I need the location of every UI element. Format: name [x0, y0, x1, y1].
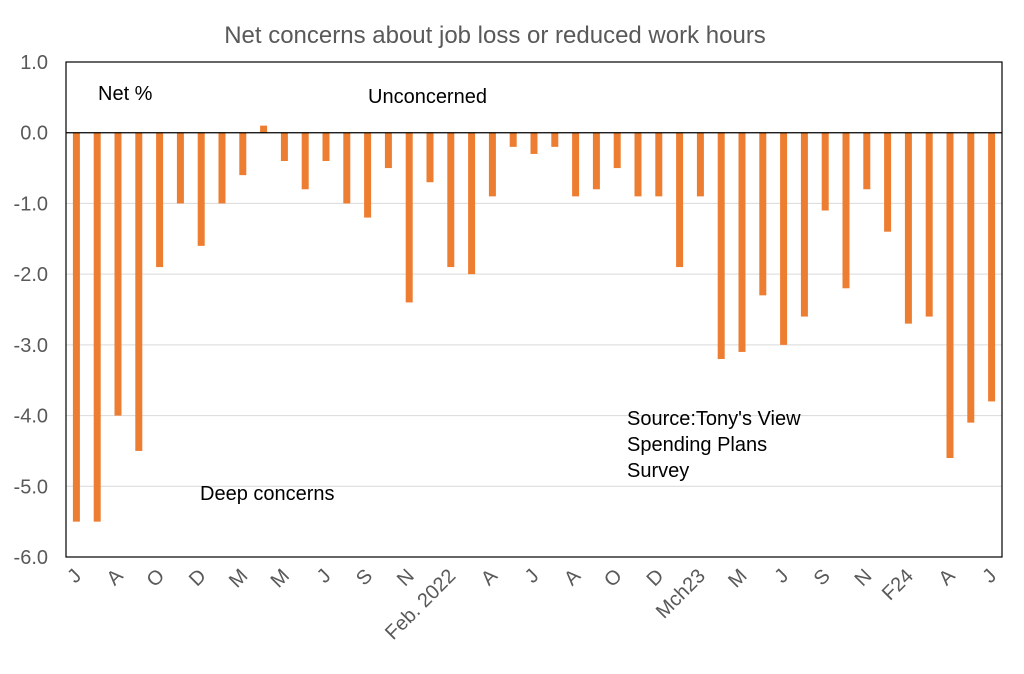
x-tick-label: A: [477, 565, 502, 590]
bar: [197, 132, 205, 246]
bar: [800, 132, 808, 317]
x-tick-label: J: [771, 565, 794, 588]
bar: [301, 132, 309, 190]
bar: [946, 132, 954, 458]
x-tick-label: A: [935, 565, 960, 590]
y-tick-label: -4.0: [14, 406, 48, 428]
x-tick-label: A: [560, 565, 585, 590]
annotation-source-line-1: Source:Tony's View: [627, 408, 801, 430]
x-tick-label: D: [185, 565, 211, 591]
bar: [426, 132, 434, 183]
bar: [488, 132, 496, 197]
bar: [280, 132, 288, 161]
bar: [343, 132, 351, 204]
x-tick-label: Feb. 2022: [381, 565, 460, 644]
x-tick-label: N: [393, 565, 419, 591]
bar: [925, 132, 933, 317]
bar: [780, 132, 788, 345]
x-tick-label: A: [103, 565, 128, 590]
y-tick-label: -1.0: [14, 193, 48, 215]
bar: [634, 132, 642, 197]
x-tick-label: J: [313, 565, 336, 588]
bar: [156, 132, 164, 268]
y-tick-label: 1.0: [20, 52, 48, 74]
bar: [384, 132, 392, 169]
bar: [509, 132, 517, 147]
bar: [93, 132, 101, 522]
bar: [135, 132, 143, 451]
bar: [447, 132, 455, 268]
bar: [176, 132, 184, 204]
bar: [696, 132, 704, 197]
bar: [821, 132, 829, 211]
bar: [530, 132, 538, 154]
x-tick-label: S: [352, 565, 377, 590]
x-tick-label: J: [521, 565, 544, 588]
y-axis-tick-labels: -6.0 -5.0 -4.0 -3.0 -2.0 -1.0 0.0 1.0: [14, 52, 48, 569]
bar: [551, 132, 559, 147]
bar: [988, 132, 996, 402]
bar: [717, 132, 725, 359]
x-tick-label: D: [643, 565, 669, 591]
x-tick-label: J: [979, 565, 1002, 588]
bar: [676, 132, 684, 268]
chart-title: Net concerns about job loss or reduced w…: [224, 22, 766, 49]
bar: [613, 132, 621, 169]
x-tick-label: N: [851, 565, 877, 591]
y-tick-label: -6.0: [14, 547, 48, 569]
x-tick-label: S: [810, 565, 835, 590]
x-tick-label: J: [63, 565, 86, 588]
y-tick-label: -3.0: [14, 335, 48, 357]
y-tick-label: -5.0: [14, 476, 48, 498]
bar: [592, 132, 600, 190]
bar: [405, 132, 413, 303]
y-tick-label: -2.0: [14, 264, 48, 286]
y-tick-label: 0.0: [20, 123, 48, 145]
axes: [65, 61, 1003, 558]
bar: [260, 125, 268, 133]
x-tick-label: O: [143, 565, 170, 592]
bar: [738, 132, 746, 352]
bar: [884, 132, 892, 232]
bar: [842, 132, 850, 289]
plot-area-border: [65, 61, 1003, 558]
annotation-source-line-2: Spending Plans: [627, 434, 767, 456]
annotation-net-percent: Net %: [98, 83, 153, 105]
annotation-deep-concerns: Deep concerns: [200, 483, 335, 505]
bar: [364, 132, 372, 218]
bar: [239, 132, 247, 176]
bars: [72, 125, 996, 522]
bar: [468, 132, 476, 275]
bar: [72, 132, 80, 522]
x-tick-label: O: [600, 565, 627, 592]
x-tick-label: M: [225, 565, 252, 592]
bar: [114, 132, 122, 416]
bar: [572, 132, 580, 197]
bar: [655, 132, 663, 197]
x-tick-label: M: [267, 565, 294, 592]
annotation-source-line-3: Survey: [627, 460, 689, 482]
bar: [322, 132, 330, 161]
bar: [218, 132, 226, 204]
bar: [863, 132, 871, 190]
bar: [904, 132, 912, 324]
x-tick-label: F24: [878, 565, 918, 605]
annotation-unconcerned: Unconcerned: [368, 86, 487, 108]
gridlines: [66, 202, 1002, 487]
x-tick-label: M: [724, 565, 751, 592]
bar: [759, 132, 767, 296]
bar: [967, 132, 975, 423]
